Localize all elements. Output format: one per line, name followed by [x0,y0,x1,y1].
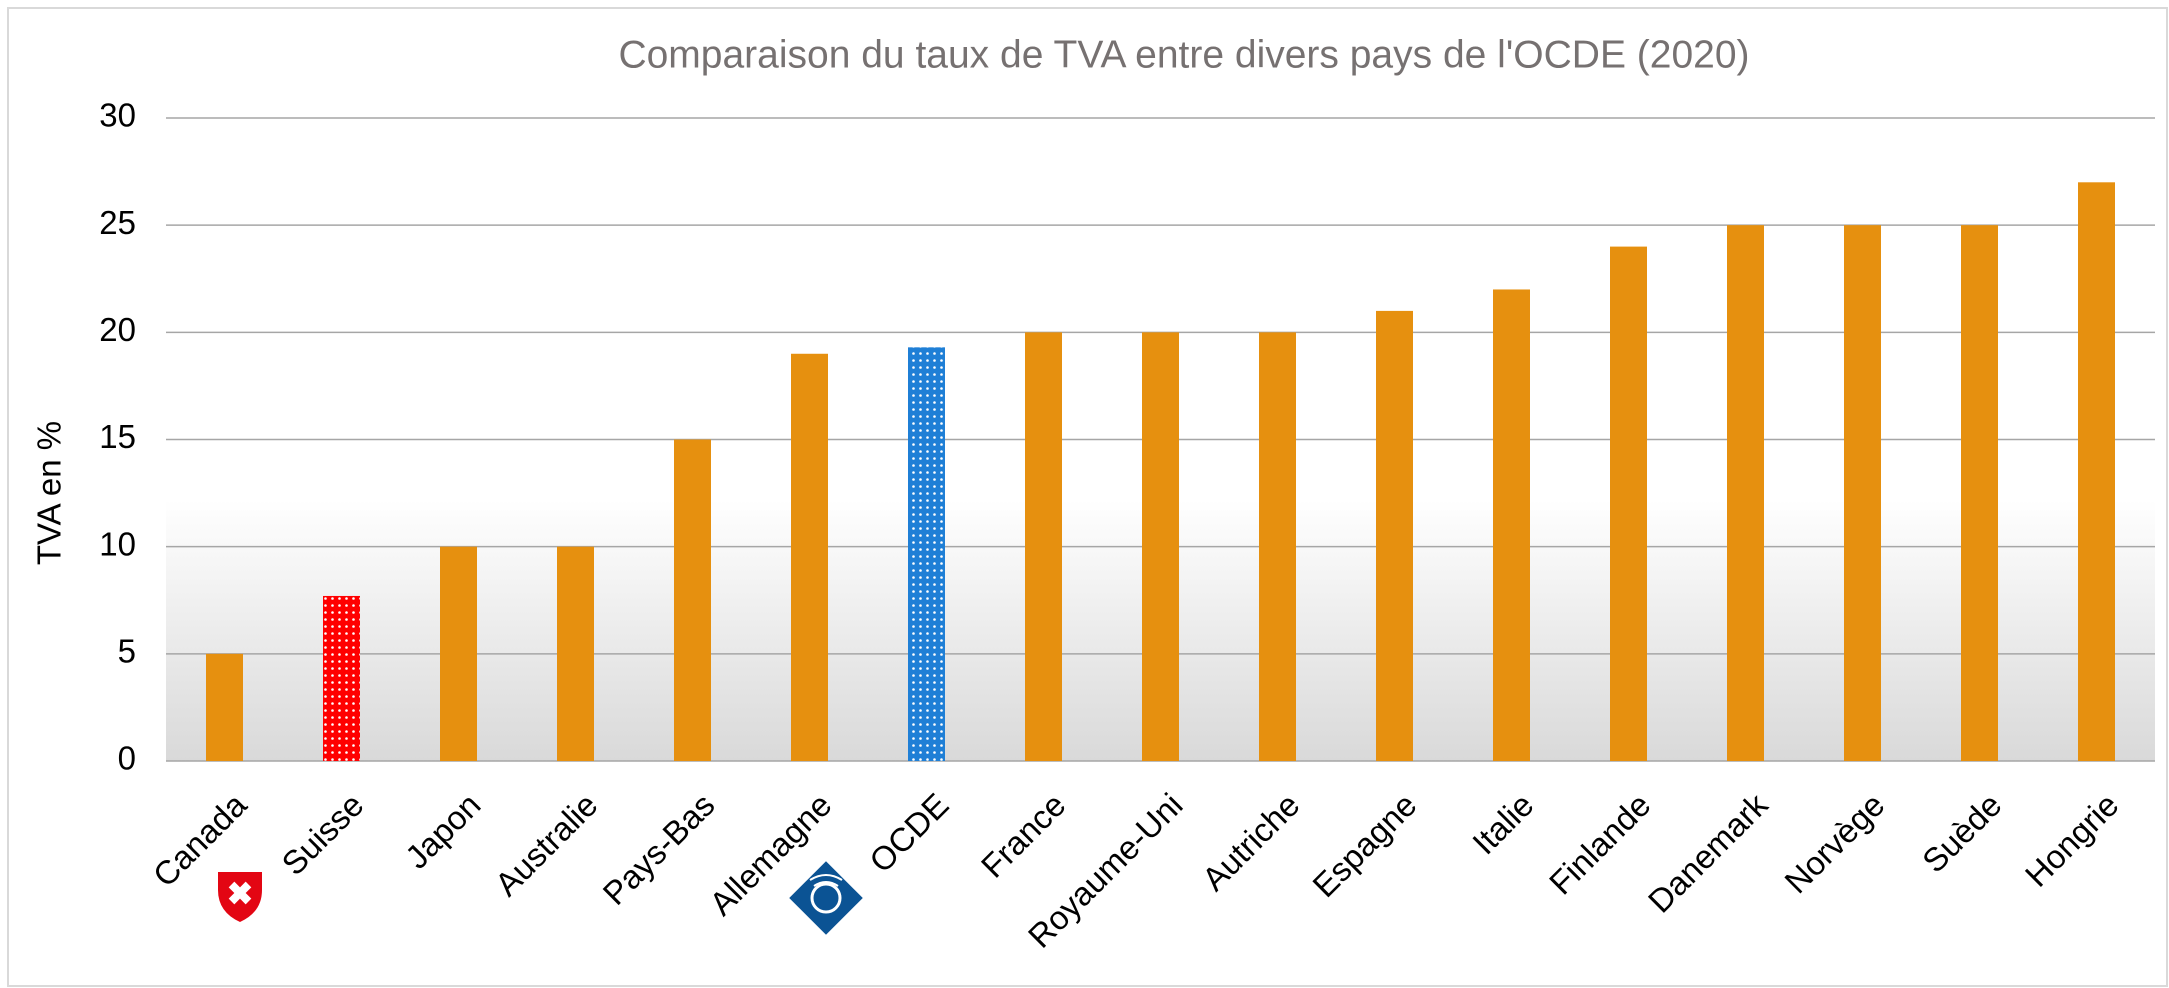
chart-title: Comparaison du taux de TVA entre divers … [618,33,1749,76]
bar-pattern [908,347,945,761]
bar [674,439,711,761]
bar [1376,310,1413,761]
bar [791,353,828,761]
bar [440,546,477,761]
bar [1493,289,1530,761]
bar [1844,225,1881,761]
bar-pattern [323,595,360,761]
y-tick-label: 10 [99,525,136,562]
bar [557,546,594,761]
bar [1259,332,1296,761]
y-tick-label: 15 [99,418,136,455]
oecd-logo-icon [789,861,863,935]
bar [1961,225,1998,761]
bar [1025,332,1062,761]
y-tick-label: 30 [99,97,136,134]
y-tick-label: 0 [118,740,136,777]
bar [2078,182,2115,762]
y-tick-label: 20 [99,311,136,348]
y-tick-label: 5 [118,633,136,670]
bar [1727,225,1764,761]
bar [1142,332,1179,761]
bar [206,653,243,761]
y-axis-label: TVA en % [31,421,68,565]
chart-frame [7,7,2168,987]
y-tick-label: 25 [99,204,136,241]
swiss-flag-icon [218,872,262,922]
bar [1610,246,1647,762]
